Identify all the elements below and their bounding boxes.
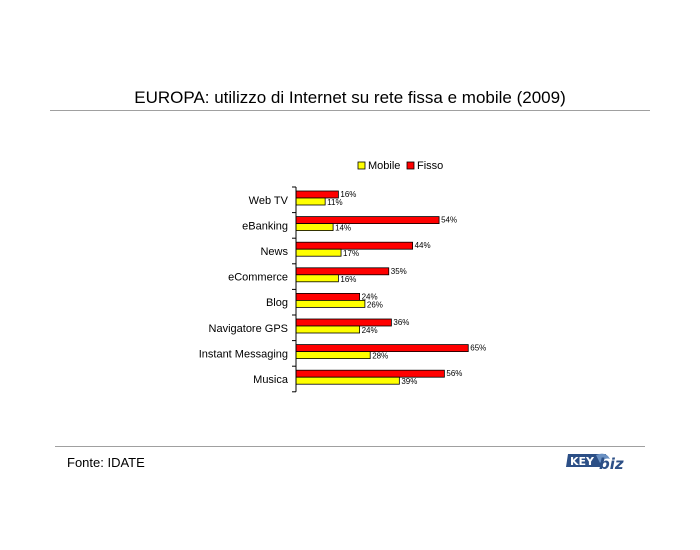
data-label-fisso: 65% [470, 344, 486, 353]
key4biz-logo: KEY biz [566, 451, 642, 478]
data-label-mobile: 39% [401, 377, 417, 386]
legend-label-fisso: Fisso [417, 160, 443, 172]
data-label-fisso: 54% [441, 216, 457, 225]
bar-mobile [295, 248, 342, 257]
bar-mobile [295, 376, 400, 385]
chart-bars: 16%11%54%14%44%17%35%16%24%26%36%24%65%2… [295, 190, 486, 386]
data-label-fisso: 44% [415, 241, 431, 250]
legend-swatch-mobile [357, 161, 366, 170]
category-label: eCommerce [228, 272, 288, 284]
category-axis: Web TV eBanking News eCommerce Blog Navigator… [199, 186, 297, 393]
data-label-fisso: 56% [446, 369, 462, 378]
bar-mobile [295, 274, 339, 283]
svg-text:biz: biz [599, 455, 624, 473]
category-label: News [260, 246, 288, 258]
bar-fisso [295, 369, 445, 378]
chart-legend: Mobile Fisso [357, 160, 443, 172]
category-label: eBanking [242, 220, 288, 232]
data-label-mobile: 28% [372, 352, 388, 361]
bar-mobile [295, 351, 371, 360]
category-label: Navigatore GPS [209, 323, 288, 335]
page-title: EUROPA: utilizzo di Internet su rete fis… [134, 88, 566, 107]
bar-mobile [295, 197, 326, 206]
data-label-mobile: 17% [343, 249, 359, 258]
bar-mobile [295, 223, 334, 232]
bar-fisso [295, 292, 360, 301]
bar-fisso [295, 344, 469, 353]
data-label-mobile: 26% [367, 300, 383, 309]
legend-swatch-fisso [406, 161, 415, 170]
bar-mobile [295, 299, 366, 308]
data-label-mobile: 24% [362, 326, 378, 335]
legend-label-mobile: Mobile [368, 160, 400, 172]
category-label: Web TV [249, 195, 289, 207]
data-label-fisso: 24% [362, 292, 378, 301]
data-label-fisso: 36% [393, 318, 409, 327]
data-label-fisso: 35% [391, 267, 407, 276]
title-divider [50, 110, 650, 111]
bar-fisso [295, 190, 339, 199]
category-label: Instant Messaging [199, 348, 288, 360]
data-label-mobile: 11% [327, 198, 342, 207]
category-label: Musica [253, 374, 289, 386]
bar-fisso [295, 216, 440, 225]
bar-fisso [295, 318, 392, 327]
data-label-mobile: 14% [335, 224, 351, 233]
svg-text:KEY: KEY [570, 455, 595, 468]
bar-fisso [295, 241, 413, 250]
data-label-fisso: 16% [340, 190, 356, 199]
data-label-mobile: 16% [340, 275, 356, 284]
source-note: Fonte: IDATE [67, 455, 145, 470]
bar-mobile [295, 325, 360, 334]
footer-divider [55, 446, 645, 447]
bar-fisso [295, 267, 390, 276]
category-label: Blog [266, 297, 288, 309]
